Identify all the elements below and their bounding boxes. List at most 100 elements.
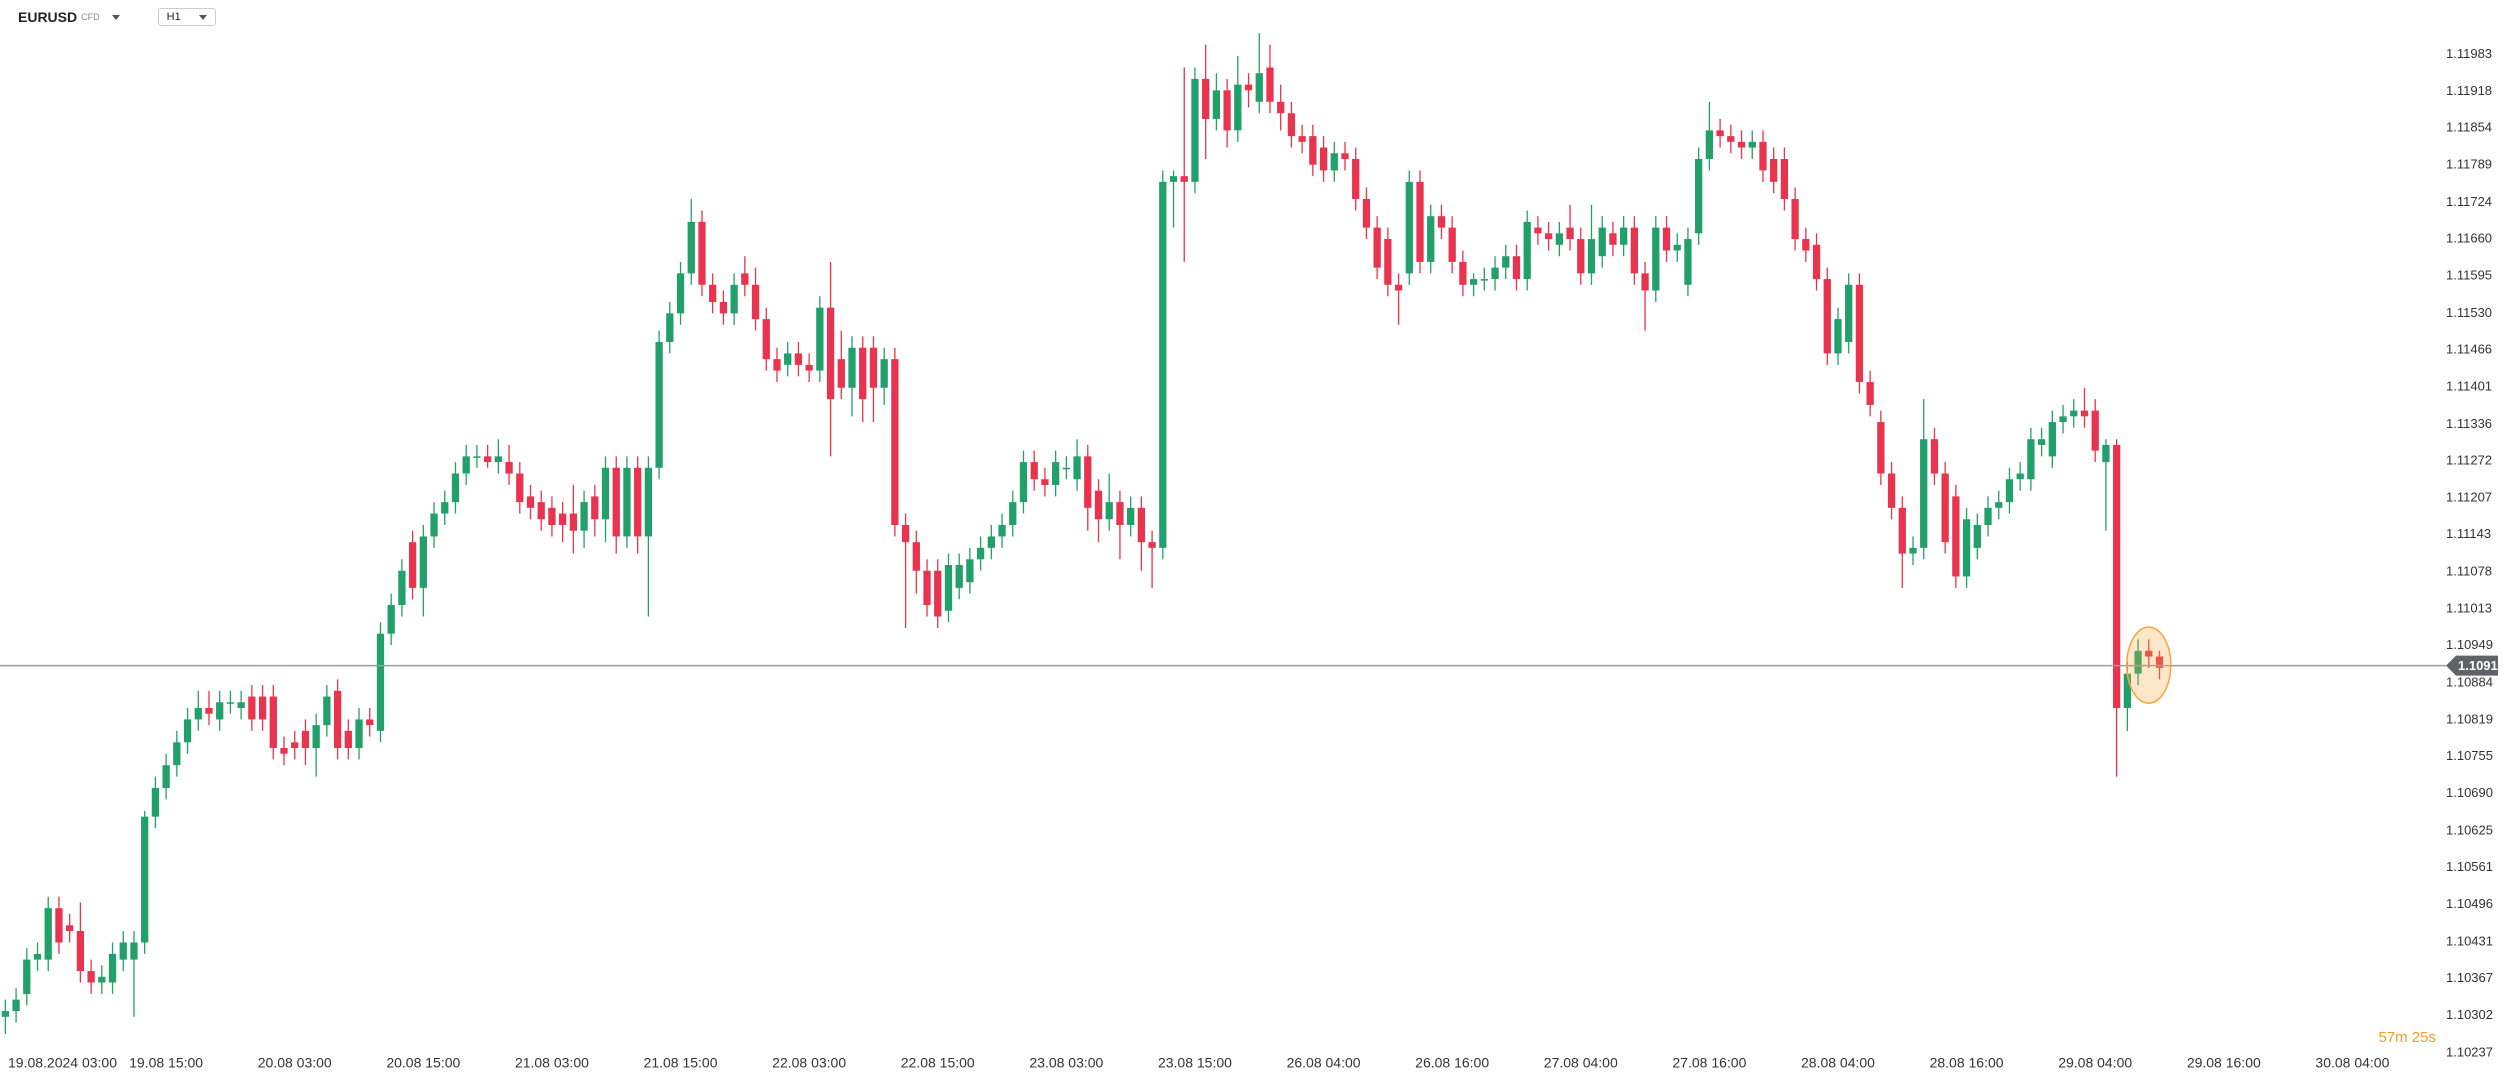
candle-body [816,307,824,371]
y-tick-label: 1.11530 [2446,305,2492,320]
candle-body [451,473,460,503]
candle-body [505,462,513,474]
candle-body [1684,239,1692,285]
candle-body [762,319,770,360]
symbol-dropdown[interactable] [111,14,120,20]
candle-body [483,456,492,463]
y-tick-label: 1.10561 [2446,859,2493,874]
candle-body [2134,650,2142,674]
candle-body [719,301,728,314]
candle-body [644,467,653,537]
candle-body [312,725,320,749]
candle-body [569,513,578,531]
candle-body [1352,158,1360,200]
y-tick-label: 1.11724 [2446,194,2492,209]
candle-body [66,925,74,932]
candle-body [601,467,610,520]
candle-body [237,702,245,708]
candle-body [826,307,835,400]
candle-body [1619,227,1628,245]
candle-body [173,742,181,766]
candle-body [344,730,352,749]
candle-body [623,467,631,537]
candle-body [1748,141,1756,148]
x-tick-label: 26.08 04:00 [1287,1055,1361,1071]
x-tick-label: 22.08 03:00 [772,1055,846,1071]
candle-body [1437,216,1446,228]
x-tick-label: 23.08 03:00 [1029,1055,1103,1071]
candle-body [1148,542,1156,548]
candle-body [966,559,974,583]
candle-body [1127,507,1135,525]
candle-body [2048,422,2056,457]
candle-body [1898,507,1906,554]
candle-body [784,353,792,365]
symbol[interactable]: EURUSD [18,9,78,25]
highlight [2126,626,2172,704]
candle-body [1019,462,1028,503]
candle-body [1180,176,1188,182]
candle-body [2016,473,2024,480]
candle-body [901,524,910,543]
candle-body [355,719,363,749]
y-tick-label: 1.11078 [2446,563,2492,578]
candle-body [1984,507,1992,525]
candle-body [976,547,985,560]
y-tick-label: 1.10755 [2446,748,2493,763]
candle-body [1737,141,1746,148]
candle-body [1673,244,1681,251]
candle-body [794,353,803,365]
y-tick-label: 1.11660 [2446,230,2492,245]
candle-body [258,696,267,720]
candle-body [1941,473,1949,543]
candle-body [2080,410,2089,417]
candle-body [1244,84,1253,91]
x-tick-label: 21.08 03:00 [515,1055,589,1071]
candle-body [1491,267,1499,280]
candle-body [730,284,738,314]
candle-body [1577,239,1585,274]
candle-body [108,953,117,983]
candle-body [1191,78,1199,182]
candle-body [2145,650,2153,657]
candle-body [1309,136,1317,165]
candle-body [1394,284,1403,291]
candle-body [2027,439,2035,480]
y-tick-label: 1.11272 [2446,452,2492,467]
candle-body [837,359,845,388]
candle-body [891,359,899,525]
candle-body [1834,319,1842,354]
y-tick-label: 1.10431 [2446,933,2493,948]
candle-body [1705,130,1714,159]
candle-body [1652,227,1660,291]
candle-body [1587,239,1596,274]
candle-body [1598,227,1606,257]
candle-body [548,507,556,525]
candle-body [441,502,449,514]
y-tick-label: 1.10625 [2446,822,2493,837]
candle-body [1609,233,1617,245]
x-tick-label: 30.08 04:00 [2315,1055,2389,1071]
candle-body [1223,90,1231,131]
candle-body [1469,279,1478,285]
candle-body [741,273,749,285]
candle-body [12,999,20,1012]
candle-body [398,570,406,606]
y-tick-label: 1.11854 [2446,120,2492,135]
candle-body [2070,410,2078,417]
candle-body [1405,181,1413,274]
candle-body [1920,439,1928,548]
candle-body [2102,444,2110,463]
candle-body [955,565,963,588]
candle-body [141,816,149,943]
candle-body [98,976,106,983]
candle-body [87,971,95,983]
timeframe-select[interactable]: H1 [157,8,216,26]
candle-body [55,908,63,943]
candle-body [1823,279,1831,354]
candle-body [473,456,481,458]
candle-body [269,696,277,749]
candle-body [1266,67,1274,102]
